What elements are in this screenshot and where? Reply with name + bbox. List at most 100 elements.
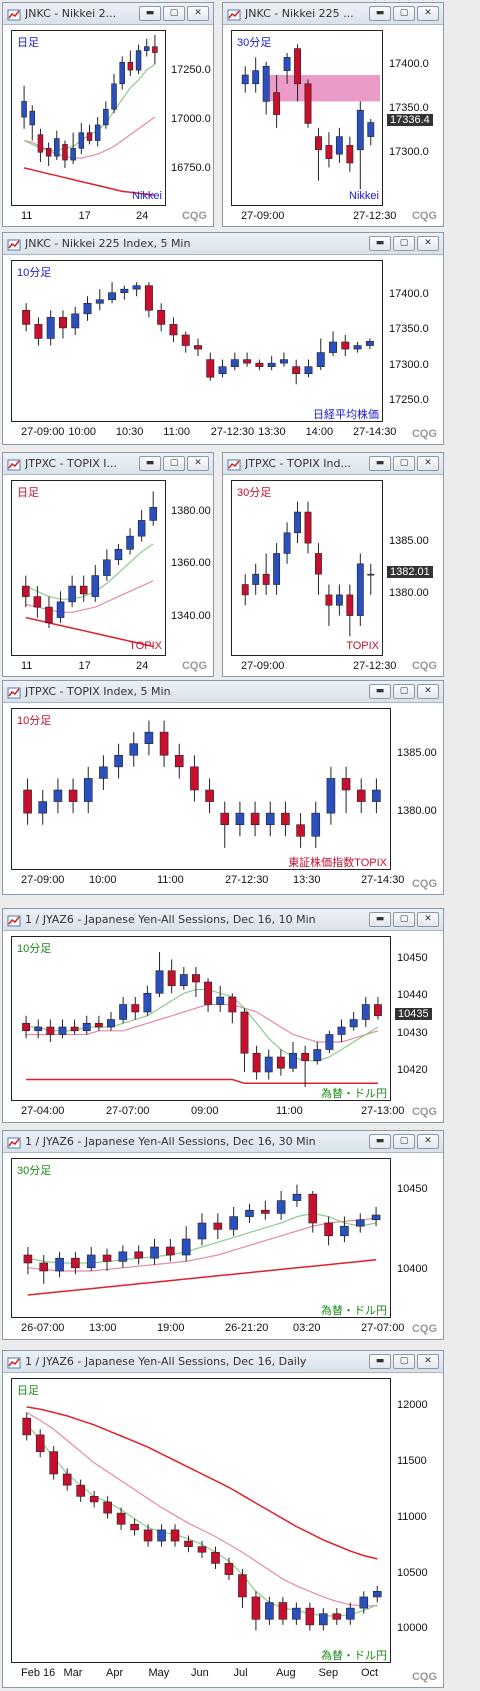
- minimize-button[interactable]: ▬: [369, 456, 391, 471]
- minimize-button[interactable]: ▬: [139, 6, 161, 21]
- maximize-button[interactable]: ▢: [393, 912, 415, 927]
- cqg-logo: CQG: [411, 210, 437, 222]
- candle-body: [91, 575, 100, 597]
- ma-short-line: [27, 1212, 377, 1264]
- candle-body: [29, 110, 36, 126]
- chart-window-jpy-30min[interactable]: 1 / JYAZ6 - Japanese Yen-All Sessions, D…: [2, 1130, 444, 1340]
- close-button[interactable]: ✕: [417, 684, 439, 699]
- title-bar[interactable]: JTPXC - TOPIX I... ▬ ▢ ✕: [3, 453, 213, 475]
- maximize-button[interactable]: ▢: [393, 1354, 415, 1369]
- y-tick-label: 17250.0: [389, 393, 429, 406]
- x-tick-label: Jul: [233, 1667, 248, 1679]
- x-tick-label: 27-09:00: [241, 660, 285, 672]
- title-bar[interactable]: 1 / JYAZ6 - Japanese Yen-All Sessions, D…: [3, 1351, 443, 1373]
- candle-body: [315, 553, 322, 575]
- window-buttons: ▬ ▢ ✕: [139, 456, 209, 471]
- plot-area[interactable]: [11, 480, 166, 656]
- candle-body: [283, 532, 291, 554]
- close-button[interactable]: ✕: [417, 1134, 439, 1149]
- title-bar[interactable]: JNKC - Nikkei 225 ... ▬ ▢ ✕: [223, 3, 443, 25]
- candles-svg: [22, 1406, 382, 1631]
- minimize-button[interactable]: ▬: [369, 684, 391, 699]
- candle-body: [167, 970, 176, 987]
- chart-window-nikkei-30min[interactable]: JNKC - Nikkei 225 ... ▬ ▢ ✕ 30分足 Nikkei 17400.…: [222, 2, 444, 227]
- plot-area[interactable]: [11, 1378, 391, 1663]
- chart-window-icon: [7, 7, 21, 21]
- ma-200-line: [23, 167, 155, 197]
- candle-body: [229, 1216, 238, 1230]
- window-buttons: ▬ ▢ ✕: [139, 6, 209, 21]
- candle-body: [319, 1613, 328, 1626]
- candle-body: [144, 731, 154, 745]
- candle-body: [86, 1254, 96, 1269]
- chart-window-nikkei-daily[interactable]: JNKC - Nikkei 2... ▬ ▢ ✕ 日足 Nikkei 17250.0 1700…: [2, 2, 214, 227]
- candle-body: [132, 285, 141, 290]
- title-bar[interactable]: JTPXC - TOPIX Ind... ▬ ▢ ✕: [223, 453, 443, 475]
- chart-window-icon: [7, 913, 21, 927]
- maximize-button[interactable]: ▢: [393, 6, 415, 21]
- close-button[interactable]: ✕: [187, 456, 209, 471]
- candle-body: [58, 1026, 67, 1035]
- minimize-button[interactable]: ▬: [369, 236, 391, 251]
- close-button[interactable]: ✕: [417, 1354, 439, 1369]
- candle-body: [34, 1026, 43, 1032]
- plot-area[interactable]: [11, 1158, 391, 1318]
- plot-area[interactable]: [11, 30, 166, 206]
- chart-window-jpy-daily[interactable]: 1 / JYAZ6 - Japanese Yen-All Sessions, D…: [2, 1350, 444, 1688]
- candle-body: [83, 302, 92, 315]
- candle-body: [150, 1246, 159, 1259]
- title-bar[interactable]: JNKC - Nikkei 2... ▬ ▢ ✕: [3, 3, 213, 25]
- title-bar[interactable]: JTPXC - TOPIX Index, 5 Min ▬ ▢ ✕: [3, 681, 443, 703]
- last-price-tag: 10435: [395, 1007, 432, 1020]
- title-bar[interactable]: 1 / JYAZ6 - Japanese Yen-All Sessions, D…: [3, 909, 443, 931]
- maximize-button[interactable]: ▢: [393, 1134, 415, 1149]
- chart-window-nikkei-5min[interactable]: JNKC - Nikkei 225 Index, 5 Min ▬ ▢ ✕ 10分足 日経平…: [2, 232, 444, 445]
- y-tick-label: 1385.00: [397, 747, 437, 760]
- instrument-name: Nikkei: [132, 190, 162, 202]
- plot-area[interactable]: [231, 30, 383, 206]
- plot-area[interactable]: [231, 480, 383, 656]
- minimize-button[interactable]: ▬: [369, 1134, 391, 1149]
- maximize-button[interactable]: ▢: [393, 236, 415, 251]
- plot-area[interactable]: [11, 708, 391, 870]
- chart-window-topix-5min[interactable]: JTPXC - TOPIX Index, 5 Min ▬ ▢ ✕ 10分足 東証株価指数T…: [2, 680, 444, 895]
- close-button[interactable]: ✕: [417, 236, 439, 251]
- candle-body: [311, 812, 321, 837]
- y-tick-label: 1380.00: [171, 504, 211, 517]
- x-tick-label: 11:00: [276, 1105, 303, 1117]
- plot-area[interactable]: [11, 260, 383, 422]
- maximize-button[interactable]: ▢: [393, 684, 415, 699]
- chart-window-topix-30min[interactable]: JTPXC - TOPIX Ind... ▬ ▢ ✕ 30分足 TOPIX 1385.00 1…: [222, 452, 444, 677]
- y-tick-label: 10420: [397, 1064, 428, 1076]
- y-tick-label: 17000.0: [171, 112, 211, 125]
- candle-body: [241, 584, 249, 596]
- ma-long-line: [26, 1003, 379, 1043]
- close-button[interactable]: ✕: [417, 6, 439, 21]
- maximize-button[interactable]: ▢: [163, 456, 185, 471]
- cqg-logo: CQG: [181, 210, 207, 222]
- close-button[interactable]: ✕: [187, 6, 209, 21]
- candle-body: [313, 1049, 322, 1062]
- maximize-button[interactable]: ▢: [163, 6, 185, 21]
- close-button[interactable]: ✕: [417, 912, 439, 927]
- candle-body: [103, 559, 111, 576]
- window-buttons: ▬ ▢ ✕: [369, 1134, 439, 1149]
- x-tick-label: 19:00: [157, 1322, 185, 1334]
- minimize-button[interactable]: ▬: [369, 1354, 391, 1369]
- close-button[interactable]: ✕: [417, 456, 439, 471]
- minimize-button[interactable]: ▬: [369, 6, 391, 21]
- maximize-button[interactable]: ▢: [393, 456, 415, 471]
- candle-body: [94, 124, 101, 141]
- chart-window-jpy-10min[interactable]: 1 / JYAZ6 - Japanese Yen-All Sessions, D…: [2, 908, 444, 1123]
- window-buttons: ▬ ▢ ✕: [369, 684, 439, 699]
- plot-area[interactable]: [11, 936, 391, 1101]
- candle-body: [251, 1596, 261, 1620]
- chart-window-topix-daily[interactable]: JTPXC - TOPIX I... ▬ ▢ ✕ 日足 TOPIX 1380.00 1360.…: [2, 452, 214, 677]
- title-bar[interactable]: 1 / JYAZ6 - Japanese Yen-All Sessions, D…: [3, 1131, 443, 1153]
- cqg-logo: CQG: [411, 428, 437, 440]
- x-tick-label: Feb 16: [21, 1667, 56, 1679]
- minimize-button[interactable]: ▬: [139, 456, 161, 471]
- title-bar[interactable]: JNKC - Nikkei 225 Index, 5 Min ▬ ▢ ✕: [3, 233, 443, 255]
- minimize-button[interactable]: ▬: [369, 912, 391, 927]
- window-title: JTPXC - TOPIX I...: [25, 457, 117, 470]
